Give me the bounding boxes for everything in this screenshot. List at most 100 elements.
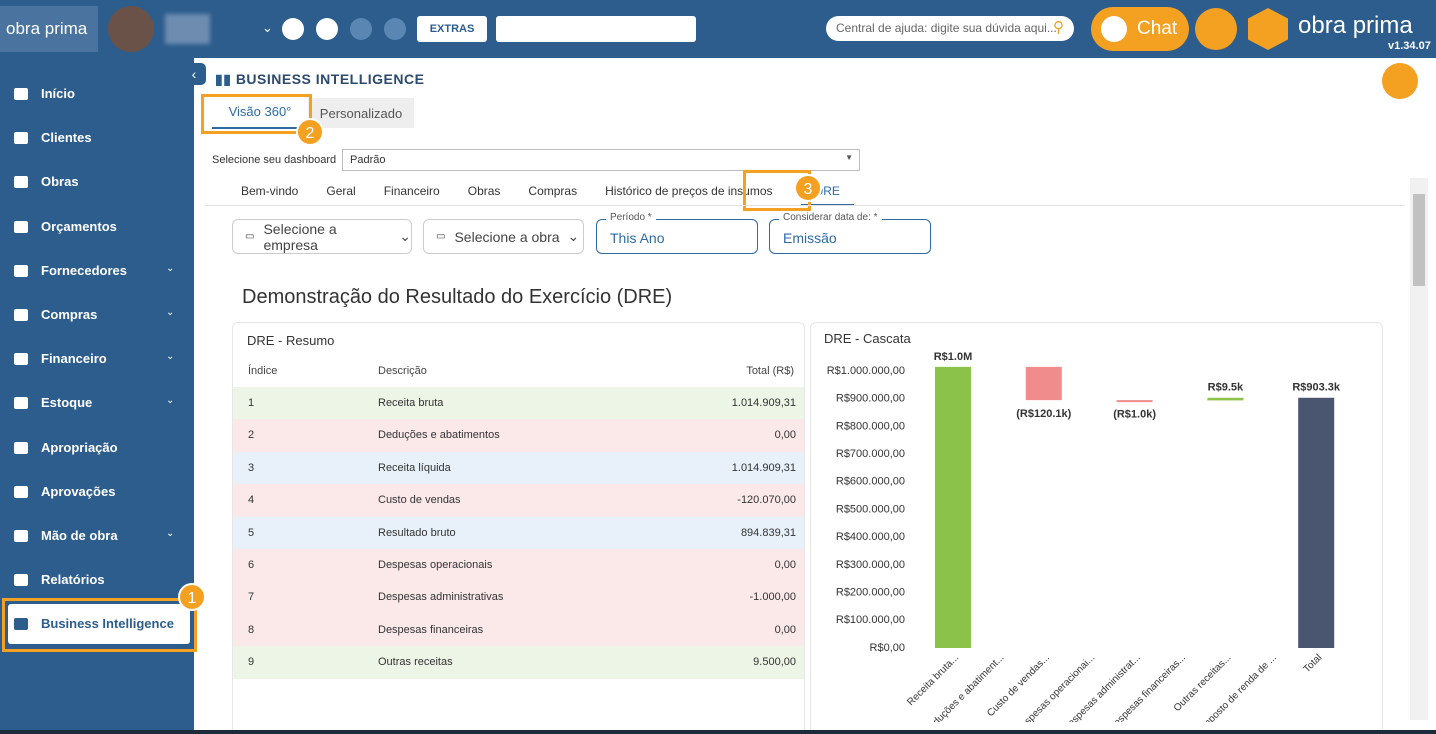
y-tick-label: R$300.000,00 [836,559,905,571]
extras-button[interactable]: EXTRAS [417,16,487,42]
active-box [2,598,197,653]
subtab[interactable]: Histórico de preços de insumos [605,184,773,198]
work-filter[interactable]: ▭ Selecione a obra ⌄ [423,219,584,254]
page-title-text: BUSINESS INTELLIGENCE [235,71,425,87]
work-filter-text: Selecione a obra [454,228,560,245]
highlight-box [201,94,312,134]
menu-icon [14,530,28,542]
menu-item[interactable]: Estoque [14,393,92,413]
menu-item[interactable]: Início [14,84,75,104]
table-cell: -120.070,00 [737,494,796,507]
top-bar: obra prima ⌄ EXTRAS Central de ajuda: di… [0,0,1436,58]
x-tick-label: Imposto de renda de ... [1198,652,1278,722]
desktop-button[interactable] [384,18,406,40]
y-tick-label: R$1.000.000,00 [827,365,905,377]
avatar[interactable] [108,6,154,52]
subtab[interactable]: Geral [326,184,356,198]
menu-item[interactable]: Orçamentos [14,217,117,237]
table-cell: 3 [248,461,255,474]
user-name [165,14,210,44]
mobile-button[interactable] [350,18,372,40]
scroll-thumb[interactable] [1413,194,1425,286]
table-row: 6 Despesas operacionais 0,00 [233,549,804,582]
chat-button[interactable]: Chat [1091,7,1189,51]
table-cell: Outras receitas [378,656,453,669]
menu-item[interactable]: Obras [14,172,79,192]
x-tick-label: Total [1302,652,1325,675]
column-header[interactable]: Total (R$) [746,365,794,377]
tab-active[interactable]: Visão 360° [212,97,308,129]
menu-item[interactable]: Financeiro [14,349,107,369]
table-row: 3 Receita líquida 1.014.909,31 [233,451,804,485]
dashboard-label: Selecione seu dashboard [212,154,337,166]
tab[interactable]: Personalizado [308,98,414,128]
table-cell: 8 [248,623,255,636]
subtab[interactable]: Financeiro [383,184,440,198]
table-cell: 7 [248,591,255,604]
menu-icon [14,88,28,100]
column-header[interactable]: Índice [248,365,278,377]
notifications-button[interactable] [1382,63,1418,99]
company-select[interactable] [496,16,696,42]
brand-icon [1248,8,1288,50]
active-bg[interactable] [8,604,190,645]
date-label: Considerar data de: * [779,212,882,223]
help-search[interactable]: Central de ajuda: digite sua dúvida aqui… [826,16,1074,41]
subtab[interactable]: Bem-vindo [241,184,299,198]
menu-icon [14,397,28,410]
menu-item[interactable]: Mão de obra [14,526,118,546]
divider [205,205,1405,206]
column-header[interactable]: Descrição [378,365,427,377]
y-tick-label: R$700.000,00 [836,448,905,460]
table-cell: -1.000,00 [749,591,796,604]
menu-item[interactable]: Relatórios [14,570,105,590]
scrollbar[interactable] [1410,178,1428,720]
table-cell: 0,00 [774,429,796,442]
summary-card: DRE - Resumo Índice Descrição Total (R$) 1 Re… [232,322,805,734]
menu-label: Estoque [41,395,93,411]
subtab[interactable]: Compras [528,184,578,198]
menu-label: Mão de obra [41,528,118,543]
menu-chevron: ⌄ [166,395,175,407]
menu-chevron: ⌄ [166,528,175,539]
value-label: (R$120.1k) [1016,408,1071,420]
chevron[interactable]: ⌄ [262,20,273,35]
menu-item[interactable]: Aprovações [14,482,115,502]
menu-label: Apropriação [41,439,118,455]
table-row: 1 Receita bruta 1.014.909,31 [233,387,804,420]
bar [1298,397,1335,648]
menu-icon [14,441,28,454]
menu-item[interactable]: Compras [14,305,97,325]
period-field[interactable]: This Ano [596,219,758,254]
table-row: 8 Despesas financeiras 0,00 [233,613,804,647]
menu-item[interactable]: Clientes [14,128,92,148]
table-cell: Deduções e abatimentos [378,429,500,442]
menu-icon [14,220,28,233]
callout-badge: 3 [794,174,822,202]
y-tick-label: R$0,00 [870,642,905,654]
menu-item[interactable]: Apropriação [14,438,118,458]
settings-button[interactable] [316,18,338,40]
flag-button[interactable] [282,18,304,40]
brand-name: obra prima [1298,12,1413,39]
y-tick-label: R$800.000,00 [836,420,905,432]
company-filter[interactable]: ▭ Selecione a empresa ⌄ [232,219,412,254]
table-cell: Receita líquida [378,461,451,474]
collapse-button[interactable]: ‹ [182,63,206,85]
menu-item[interactable]: Business Intelligence [14,614,174,634]
menu-label: Business Intelligence [41,616,174,632]
waterfall-card [810,322,1383,734]
table-row: 2 Deduções e abatimentos 0,00 [233,419,804,452]
subtab[interactable]: Obras [467,184,501,198]
y-tick-label: R$900.000,00 [836,393,905,405]
dashboard-select[interactable]: Padrão ▼ [342,149,860,171]
menu-chevron: ⌄ [166,351,175,363]
waterfall-chart: DRE - Cascata R$0,00 R$100.000,00 R$200.00… [824,331,1341,722]
table-cell: Despesas financeiras [378,623,484,636]
menu-item[interactable]: Fornecedores [14,261,127,281]
table-cell: 1.014.909,31 [731,461,796,474]
date-field[interactable]: Emissão [769,219,931,254]
logo[interactable]: obra prima [0,6,98,52]
menu-icon [14,264,28,277]
academy-button[interactable] [1195,8,1237,50]
